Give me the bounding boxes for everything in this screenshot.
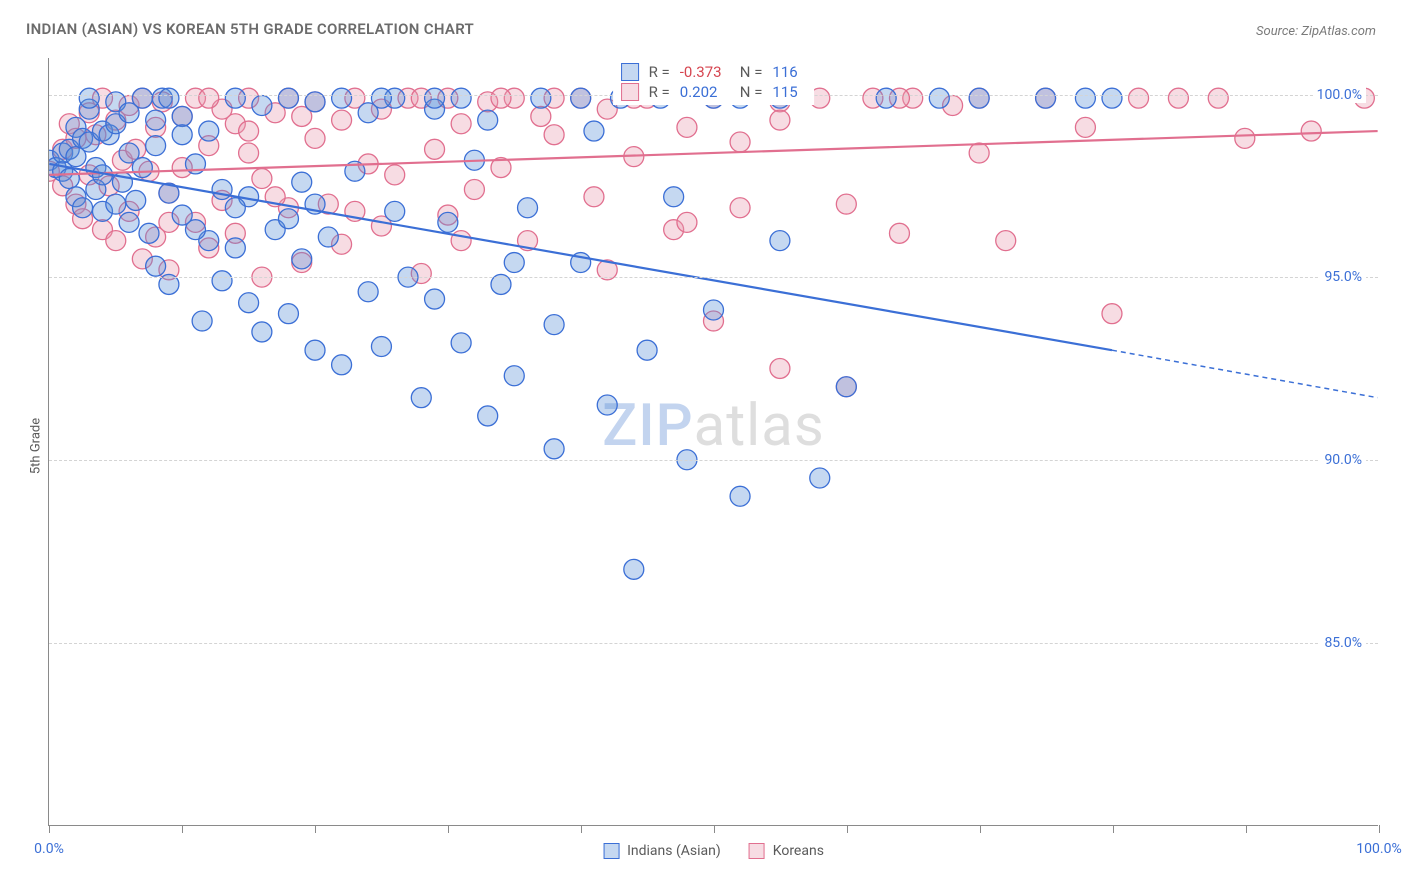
chart-title: INDIAN (ASIAN) VS KOREAN 5TH GRADE CORRE… bbox=[26, 20, 474, 38]
plot-area: ZIPatlas R = -0.373 N = 116 R = 0.202 N … bbox=[48, 58, 1378, 826]
chart-container: INDIAN (ASIAN) VS KOREAN 5TH GRADE CORRE… bbox=[0, 0, 1406, 892]
scatter-svg bbox=[49, 58, 1378, 825]
stats-row-indians: R = -0.373 N = 116 bbox=[621, 63, 805, 81]
r-value-koreans: 0.202 bbox=[680, 83, 730, 101]
swatch-indians bbox=[621, 63, 639, 81]
swatch-koreans bbox=[621, 83, 639, 101]
n-value-koreans: 115 bbox=[772, 83, 804, 101]
stats-legend: R = -0.373 N = 116 R = 0.202 N = 115 bbox=[613, 59, 815, 105]
legend-item-koreans: Koreans bbox=[749, 843, 824, 859]
legend-label-indians: Indians (Asian) bbox=[627, 843, 721, 859]
r-value-indians: -0.373 bbox=[680, 63, 730, 81]
n-value-indians: 116 bbox=[772, 63, 804, 81]
legend-swatch-indians bbox=[603, 843, 619, 859]
legend-swatch-koreans bbox=[749, 843, 765, 859]
stats-row-koreans: R = 0.202 N = 115 bbox=[621, 83, 805, 101]
legend-item-indians: Indians (Asian) bbox=[603, 843, 721, 859]
source-label: Source: ZipAtlas.com bbox=[1256, 24, 1376, 39]
watermark: ZIPatlas bbox=[602, 392, 825, 460]
legend-label-koreans: Koreans bbox=[773, 843, 824, 859]
series-legend: Indians (Asian) Koreans bbox=[603, 843, 824, 859]
y-axis-label: 5th Grade bbox=[29, 418, 44, 474]
